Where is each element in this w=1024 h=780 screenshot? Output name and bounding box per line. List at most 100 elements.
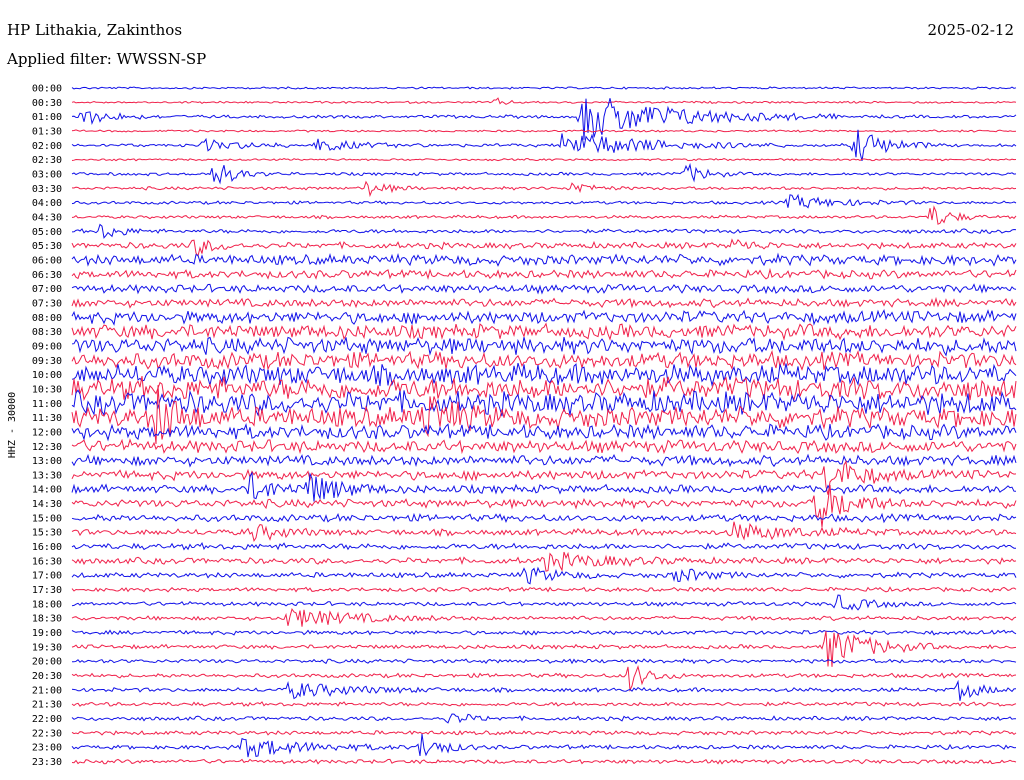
trace-line bbox=[71, 541, 1016, 551]
tick-label: 15:30 bbox=[32, 528, 62, 539]
tick-label: 02:00 bbox=[32, 141, 62, 152]
trace-line bbox=[71, 422, 1017, 442]
tick-label: 11:00 bbox=[32, 399, 62, 410]
tick-label: 00:30 bbox=[32, 98, 62, 109]
trace-line bbox=[71, 607, 1017, 627]
tick-label: 22:30 bbox=[32, 728, 62, 739]
tick-label: 22:00 bbox=[32, 714, 62, 725]
trace-line bbox=[71, 296, 1017, 309]
tick-label: 17:30 bbox=[32, 585, 62, 596]
tick-label: 11:30 bbox=[32, 413, 62, 424]
station-title: HP Lithakia, Zakinthos bbox=[7, 21, 183, 39]
tick-label: 08:30 bbox=[32, 327, 62, 338]
trace-line bbox=[71, 86, 1017, 90]
trace-group bbox=[71, 86, 1017, 765]
tick-label: 19:30 bbox=[32, 642, 62, 653]
tick-label: 21:30 bbox=[32, 700, 62, 711]
trace-line bbox=[71, 658, 1017, 665]
tick-label: 07:00 bbox=[32, 284, 62, 295]
trace-line bbox=[71, 758, 1017, 765]
trace-line bbox=[71, 97, 1017, 105]
trace-line bbox=[71, 283, 1017, 295]
filter-label: Applied filter: WWSSN-SP bbox=[7, 50, 207, 68]
tick-label: 12:00 bbox=[32, 427, 62, 438]
trace-line bbox=[71, 701, 1017, 707]
trace-line bbox=[71, 453, 1017, 468]
trace-line bbox=[71, 193, 1017, 209]
trace-line bbox=[71, 162, 1017, 185]
trace-line bbox=[71, 129, 1017, 162]
tick-label: 08:00 bbox=[32, 313, 62, 324]
tick-label: 04:00 bbox=[32, 198, 62, 209]
tick-label: 16:00 bbox=[32, 542, 62, 553]
tick-label: 17:00 bbox=[32, 571, 62, 582]
tick-label: 06:30 bbox=[32, 270, 62, 281]
trace-line bbox=[71, 376, 1017, 402]
trace-line bbox=[71, 180, 1017, 198]
date-label: 2025-02-12 bbox=[927, 21, 1014, 39]
tick-label: 19:00 bbox=[32, 628, 62, 639]
trace-line bbox=[71, 385, 1017, 445]
tick-label: 05:30 bbox=[32, 241, 62, 252]
trace-line bbox=[71, 664, 1017, 692]
trace-line bbox=[71, 733, 1017, 758]
trace-line bbox=[71, 98, 1017, 140]
trace-line bbox=[71, 713, 1016, 724]
trace-line bbox=[71, 389, 1017, 417]
trace-line bbox=[71, 566, 1017, 585]
y-axis-label: HHZ - 30000 bbox=[7, 392, 18, 458]
trace-line bbox=[71, 471, 1017, 502]
tick-label: 01:00 bbox=[32, 112, 62, 123]
trace-line bbox=[71, 512, 1017, 524]
tick-label: 18:00 bbox=[32, 599, 62, 610]
trace-line bbox=[71, 322, 1017, 341]
trace-line bbox=[71, 309, 1017, 326]
tick-label: 01:30 bbox=[32, 126, 62, 137]
trace-line bbox=[71, 484, 1017, 528]
time-tick-labels: 00:00 00:30 01:00 01:30 02:00 02:30 03:00 03:30… bbox=[32, 84, 62, 769]
tick-label: 20:00 bbox=[32, 657, 62, 668]
tick-label: 00:00 bbox=[32, 84, 62, 95]
trace-line bbox=[71, 223, 1017, 239]
tick-label: 02:30 bbox=[32, 155, 62, 166]
tick-label: 23:00 bbox=[32, 743, 62, 754]
trace-line bbox=[71, 362, 1017, 387]
tick-label: 07:30 bbox=[32, 298, 62, 309]
trace-line bbox=[71, 594, 1017, 611]
tick-label: 12:30 bbox=[32, 442, 62, 453]
tick-label: 14:00 bbox=[32, 485, 62, 496]
trace-line bbox=[71, 252, 1017, 267]
tick-label: 10:30 bbox=[32, 384, 62, 395]
tick-label: 06:00 bbox=[32, 255, 62, 266]
tick-label: 14:30 bbox=[32, 499, 62, 510]
tick-label: 13:00 bbox=[32, 456, 62, 467]
trace-line bbox=[71, 238, 1017, 258]
tick-label: 23:30 bbox=[32, 757, 62, 768]
tick-label: 04:30 bbox=[32, 212, 62, 223]
trace-line bbox=[71, 129, 1017, 133]
tick-label: 16:30 bbox=[32, 556, 62, 567]
trace-line bbox=[71, 679, 1017, 701]
trace-line bbox=[71, 267, 1017, 280]
tick-label: 09:00 bbox=[32, 341, 62, 352]
tick-label: 21:00 bbox=[32, 685, 62, 696]
tick-label: 09:30 bbox=[32, 356, 62, 367]
tick-label: 03:30 bbox=[32, 184, 62, 195]
trace-line bbox=[71, 586, 1017, 593]
tick-label: 03:00 bbox=[32, 169, 62, 180]
tick-label: 13:30 bbox=[32, 470, 62, 481]
trace-line bbox=[71, 729, 1017, 736]
tick-label: 05:00 bbox=[32, 227, 62, 238]
tick-label: 20:30 bbox=[32, 671, 62, 682]
tick-label: 10:00 bbox=[32, 370, 62, 381]
trace-line bbox=[71, 459, 1017, 495]
trace-line bbox=[71, 438, 1017, 455]
trace-line bbox=[71, 336, 1017, 357]
trace-line bbox=[71, 205, 1017, 225]
trace-line bbox=[71, 349, 1017, 371]
trace-line bbox=[71, 631, 1017, 667]
trace-line bbox=[71, 521, 1017, 543]
tick-label: 15:00 bbox=[32, 513, 62, 524]
trace-line bbox=[71, 157, 1017, 162]
